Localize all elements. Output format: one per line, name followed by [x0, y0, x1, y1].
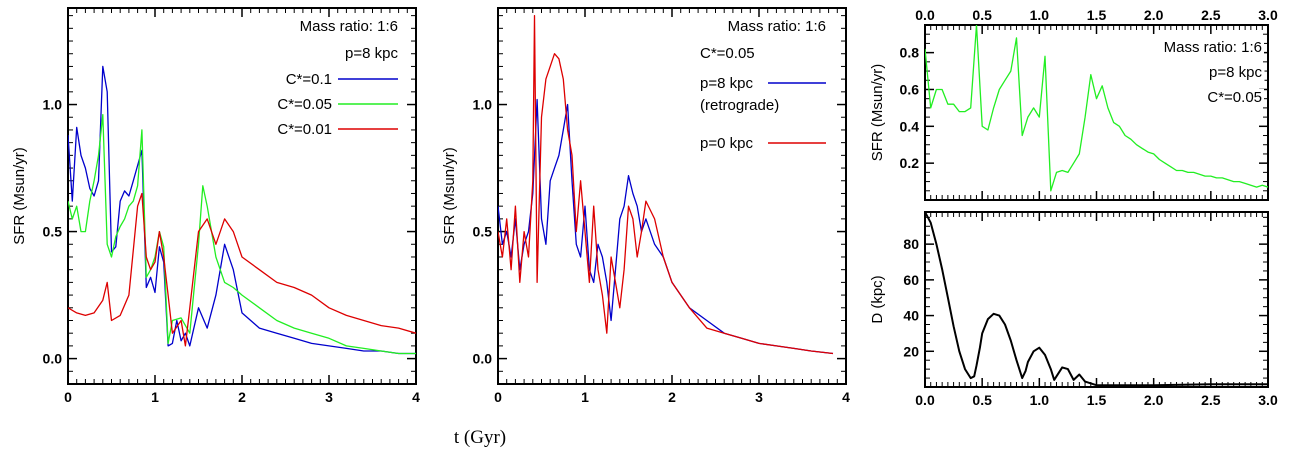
- y-tick-label: 60: [903, 272, 919, 288]
- x-tick-label: 1.0: [1030, 392, 1050, 408]
- x-tick-label: 2.5: [1201, 7, 1221, 23]
- x-tick-label: 3.0: [1258, 7, 1278, 23]
- x-tick-label: 1.0: [1030, 7, 1050, 23]
- x-tick-label: 2.0: [1144, 392, 1164, 408]
- series-line-c-0-01: [68, 192, 416, 347]
- y-tick-label: 1.0: [473, 97, 493, 113]
- series-line-p4-0: [925, 212, 1268, 387]
- x-tick-label: 0.0: [915, 392, 935, 408]
- y-tick-label: 40: [903, 308, 919, 324]
- annotation-backing: [1207, 64, 1265, 81]
- annotation-text: Mass ratio: 1:6: [300, 18, 398, 35]
- annotation-text: Mass ratio: 1:6: [728, 18, 826, 35]
- y-tick-label: 20: [903, 343, 919, 359]
- x-tick-label: 0.5: [972, 7, 992, 23]
- x-tick-label: 3: [755, 389, 763, 405]
- annotation-text: C*=0.05: [1207, 89, 1262, 106]
- x-tick-label: 0: [494, 389, 502, 405]
- x-tick-label: 1: [151, 389, 159, 405]
- x-tick-label: 1.5: [1087, 7, 1107, 23]
- y-tick-label: 1.0: [43, 97, 63, 113]
- y-tick-label: 0.5: [43, 224, 63, 240]
- y-axis-label: SFR (Msun/yr): [11, 147, 28, 245]
- global-x-axis-label: t (Gyr): [454, 427, 506, 448]
- annotation-text: p=8 kpc: [1209, 64, 1262, 81]
- y-tick-label: 80: [903, 236, 919, 252]
- legend-label: C*=0.01: [277, 121, 332, 138]
- y-tick-label: 0.4: [900, 118, 920, 134]
- legend-label: p=0 kpc: [700, 135, 753, 152]
- annotation-backing: [1205, 89, 1264, 106]
- x-tick-label: 0: [64, 389, 72, 405]
- legend-label: p=8 kpc (retrograde): [700, 75, 779, 114]
- x-tick-label: 2: [238, 389, 246, 405]
- series-line-p-8-kpc-retrograde-: [498, 98, 834, 355]
- x-tick-label: 2.5: [1201, 392, 1221, 408]
- x-tick-label: 2.0: [1144, 7, 1164, 23]
- series-group: [498, 14, 834, 355]
- annotation-text: p=8 kpc: [345, 45, 398, 62]
- x-tick-label: 4: [412, 389, 420, 405]
- panel-sfr-single: 0.0 0.5 1.0 1.5 2.0 2.5 3.0 0.2 0.4 0.6 0.8 SFR (Ms…: [869, 7, 1278, 201]
- series-group: [68, 65, 416, 355]
- series-line-c-0-05: [68, 114, 416, 355]
- legend-label: C*=0.05: [277, 96, 332, 113]
- y-tick-label: 0.8: [900, 45, 920, 61]
- x-tick-label: 2: [668, 389, 676, 405]
- y-axis-label: SFR (Msun/yr): [441, 147, 458, 245]
- legend-label: C*=0.1: [286, 71, 332, 88]
- series-group: [925, 25, 1268, 192]
- y-tick-label: 0.5: [473, 224, 493, 240]
- panel-distance: 0.0 0.5 1.0 1.5 2.0 2.5 3.0 20 40 60 80 D (kpc): [869, 211, 1278, 408]
- x-tick-label: 4: [842, 389, 850, 405]
- series-line-c-0-1: [68, 65, 416, 355]
- y-axis-label: D (kpc): [869, 275, 886, 323]
- series-line-p3-0: [925, 25, 1268, 192]
- plot-frame: [67, 7, 417, 385]
- x-tick-label: 3: [325, 389, 333, 405]
- annotation-text: C*=0.05: [700, 45, 755, 62]
- annotation-backing: [1161, 39, 1264, 56]
- x-tick-label: 1.5: [1087, 392, 1107, 408]
- y-tick-label: 0.2: [900, 155, 920, 171]
- x-tick-label: 0.5: [972, 392, 992, 408]
- x-tick-label: 1: [581, 389, 589, 405]
- annotation-text: Mass ratio: 1:6: [1164, 39, 1262, 56]
- panel-sfr-orbit: 0 1 2 3 4 0.0 0.5 1.0 SFR (Msun/yr) Mass ratio: 1…: [441, 7, 850, 405]
- y-tick-label: 0.6: [900, 81, 920, 97]
- panel-sfr-cstar: 0 1 2 3 4 0.0 0.5 1.0 SFR (Msun/yr) Mass ratio: 1…: [11, 7, 420, 405]
- x-tick-label: 0.0: [915, 7, 935, 23]
- x-tick-label: 3.0: [1258, 392, 1278, 408]
- y-tick-label: 0.0: [43, 351, 63, 367]
- y-axis-label: SFR (Msun/yr): [869, 64, 886, 162]
- y-tick-label: 0.0: [473, 351, 493, 367]
- series-group: [925, 212, 1268, 387]
- series-line-p-0-kpc: [498, 14, 834, 355]
